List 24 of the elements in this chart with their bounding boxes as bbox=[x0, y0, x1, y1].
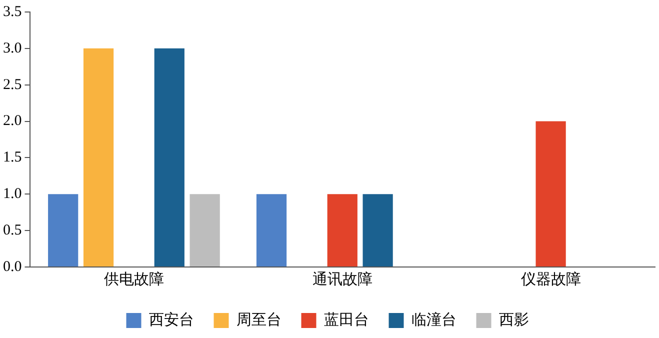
x-tick-label: 通讯故障 bbox=[312, 270, 372, 288]
x-tick-label: 仪器故障 bbox=[520, 270, 581, 288]
y-tick-label: 1.5 bbox=[3, 150, 22, 166]
bar bbox=[48, 194, 78, 266]
bar bbox=[362, 194, 393, 266]
legend-label: 蓝田台 bbox=[324, 311, 369, 328]
bar bbox=[536, 121, 566, 266]
legend-label: 周至台 bbox=[236, 311, 282, 328]
y-tick-label: 0.0 bbox=[3, 258, 22, 275]
legend-label: 西安台 bbox=[148, 311, 194, 328]
bar bbox=[154, 48, 184, 266]
legend-label: 临潼台 bbox=[411, 311, 456, 328]
bar bbox=[256, 194, 287, 266]
bar bbox=[327, 194, 358, 266]
y-tick-label: 2.5 bbox=[3, 76, 22, 93]
legend-label: 西影 bbox=[498, 311, 529, 328]
y-tick-label: 2.0 bbox=[3, 113, 22, 130]
y-tick-label: 3.0 bbox=[3, 40, 22, 56]
bar bbox=[190, 194, 220, 266]
y-tick-label: 3.5 bbox=[3, 4, 22, 20]
x-tick-label: 供电故障 bbox=[104, 270, 164, 288]
y-tick-label: 0.5 bbox=[3, 222, 22, 239]
y-tick-label: 1.0 bbox=[3, 186, 22, 202]
bar bbox=[83, 48, 114, 266]
